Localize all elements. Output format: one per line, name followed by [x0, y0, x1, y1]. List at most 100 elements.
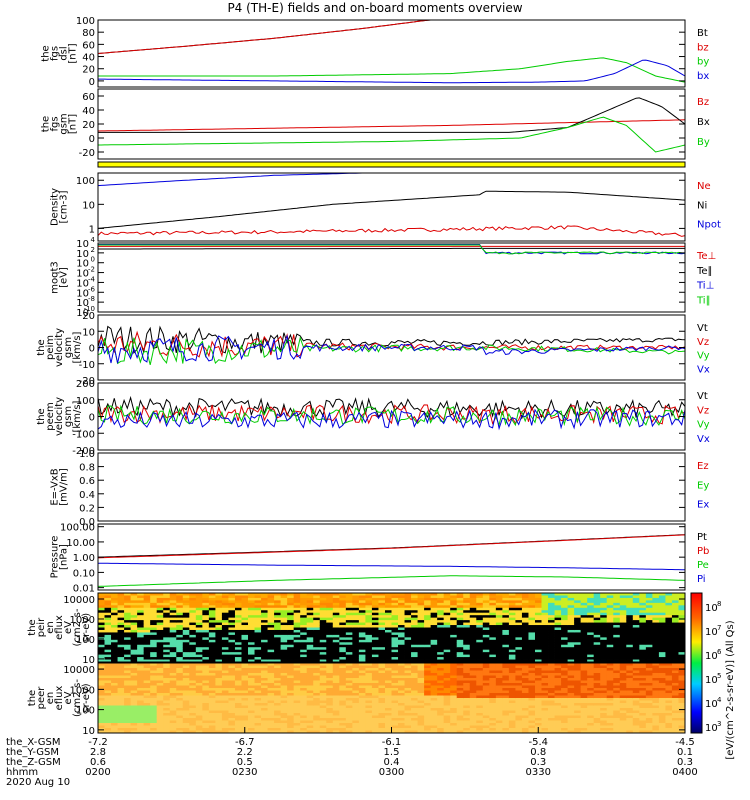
heat-cell — [124, 723, 132, 726]
heat-cell — [515, 683, 523, 686]
heat-cell — [398, 639, 405, 643]
heat-cell — [248, 597, 255, 601]
heat-cell — [398, 725, 405, 729]
heat-cell — [182, 659, 190, 663]
heat-cell — [215, 678, 223, 681]
heat-cell — [150, 715, 158, 719]
heat-cell — [613, 657, 621, 660]
heat-cell — [482, 670, 490, 674]
heat-cell — [437, 665, 445, 669]
series-moms-temp-Ti∥ — [98, 244, 686, 255]
heat-cell — [554, 685, 562, 689]
heat-cell — [456, 708, 464, 711]
heat-cell — [587, 725, 595, 729]
heat-cell — [150, 698, 158, 701]
heat-cell — [665, 649, 673, 653]
heat-cell — [574, 663, 582, 666]
heat-cell — [528, 593, 536, 596]
heat-cell — [130, 652, 138, 655]
heat-cell — [195, 675, 203, 679]
heat-cell — [482, 639, 490, 643]
heat-cell — [221, 723, 229, 726]
heat-cell — [502, 685, 510, 689]
heat-cell — [182, 654, 190, 658]
heat-cell — [124, 617, 132, 621]
heat-cell — [163, 617, 171, 621]
heat-cell — [124, 688, 132, 691]
heat-cell — [632, 659, 640, 663]
heat-cell — [567, 673, 575, 676]
ytick-label: 0.01 — [73, 584, 95, 595]
heat-cell — [287, 685, 295, 689]
heat-cell — [111, 652, 118, 655]
heat-cell — [587, 665, 595, 669]
heat-cell — [554, 700, 562, 704]
heat-cell — [469, 668, 477, 671]
heat-cell — [665, 637, 673, 641]
heat-cell — [228, 668, 236, 671]
heat-cell — [208, 649, 216, 653]
heat-cell — [587, 688, 595, 691]
heat-cell — [280, 644, 288, 648]
heat-cell — [143, 634, 151, 638]
heat-cell — [411, 710, 418, 714]
heat-cell — [143, 705, 151, 709]
heat-cell — [306, 629, 314, 633]
heat-cell — [280, 730, 288, 734]
heat-cell — [241, 715, 249, 719]
heat-cell — [104, 725, 112, 729]
heat-cell — [502, 678, 510, 681]
heat-cell — [671, 607, 679, 611]
heat-cell — [137, 647, 145, 651]
heat-cell — [632, 620, 640, 623]
heat-cell — [593, 602, 601, 606]
ylabel-line: E=-VxB — [50, 468, 61, 505]
heat-cell — [378, 693, 386, 696]
heat-cell — [600, 668, 608, 671]
heat-cell — [98, 639, 105, 643]
heat-cell — [443, 617, 451, 621]
heat-cell — [339, 715, 347, 719]
heat-cell — [528, 730, 536, 734]
heat-cell — [528, 634, 536, 638]
heat-cell — [606, 668, 614, 671]
heat-cell — [241, 605, 249, 609]
heat-cell — [319, 713, 327, 716]
heat-cell — [534, 710, 542, 714]
heat-cell — [156, 622, 164, 626]
heat-cell — [339, 693, 347, 696]
heat-cell — [300, 698, 308, 701]
heat-cell — [163, 644, 171, 648]
heat-cell — [280, 627, 288, 631]
series-fgs-dsl-by — [98, 57, 686, 83]
heat-cell — [554, 617, 562, 621]
heat-cell — [208, 678, 216, 681]
heat-cell — [619, 657, 627, 660]
heat-cell — [208, 593, 216, 596]
heat-cell — [580, 668, 588, 671]
heat-cell — [117, 678, 125, 681]
heat-cell — [117, 600, 125, 604]
heat-cell — [332, 597, 340, 601]
heat-cell — [384, 595, 392, 599]
heat-cell — [208, 615, 216, 619]
heat-cell — [280, 625, 288, 628]
heat-cell — [117, 703, 125, 706]
heat-cell — [326, 725, 334, 729]
heat-cell — [130, 595, 138, 599]
heat-cell — [391, 668, 399, 671]
heat-cell — [515, 728, 523, 731]
heat-cell — [587, 718, 595, 721]
heat-cell — [261, 649, 268, 653]
heat-cell — [261, 725, 268, 729]
heat-cell — [574, 634, 582, 638]
heat-cell — [437, 593, 445, 596]
heat-cell — [508, 602, 516, 606]
heat-cell — [567, 700, 575, 704]
heat-cell — [241, 610, 249, 614]
heat-cell — [463, 620, 471, 623]
heat-cell — [574, 657, 582, 660]
heat-cell — [221, 597, 229, 601]
heat-cell — [391, 622, 399, 626]
heat-cell — [502, 654, 510, 658]
